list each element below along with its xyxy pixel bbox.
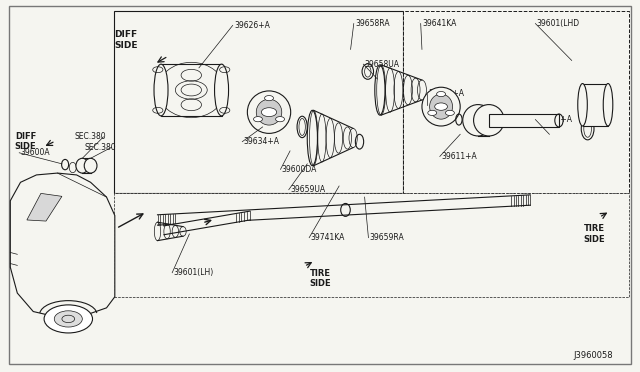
Circle shape — [276, 116, 285, 122]
Ellipse shape — [474, 105, 504, 136]
Text: DIFF
SIDE: DIFF SIDE — [15, 132, 36, 151]
Ellipse shape — [247, 91, 291, 134]
Ellipse shape — [422, 87, 460, 126]
Ellipse shape — [214, 64, 228, 116]
Text: 39634+A: 39634+A — [244, 137, 280, 146]
Text: SEC.380: SEC.380 — [75, 132, 106, 141]
Polygon shape — [114, 193, 629, 297]
Ellipse shape — [256, 99, 282, 125]
Ellipse shape — [84, 158, 97, 173]
Polygon shape — [27, 193, 62, 221]
Polygon shape — [403, 11, 629, 193]
Ellipse shape — [604, 84, 613, 126]
Circle shape — [264, 96, 273, 101]
Text: 39658RA: 39658RA — [355, 19, 390, 28]
Ellipse shape — [463, 105, 493, 136]
Bar — [489, 114, 559, 127]
Circle shape — [435, 103, 447, 110]
Text: 39659RA: 39659RA — [370, 233, 404, 242]
Polygon shape — [10, 173, 115, 316]
Bar — [161, 64, 221, 116]
Circle shape — [261, 108, 276, 116]
Text: 39600A: 39600A — [20, 148, 50, 157]
Text: 39626+A: 39626+A — [234, 21, 270, 30]
Bar — [582, 84, 608, 126]
Polygon shape — [164, 211, 250, 235]
Text: TIRE
SIDE: TIRE SIDE — [583, 224, 605, 244]
Polygon shape — [157, 195, 531, 225]
Circle shape — [253, 116, 262, 122]
Text: 39600DA: 39600DA — [282, 165, 317, 174]
Circle shape — [428, 110, 436, 115]
Text: 39601(LH): 39601(LH) — [173, 268, 214, 277]
Polygon shape — [114, 11, 403, 193]
Ellipse shape — [429, 94, 452, 119]
Circle shape — [54, 311, 83, 327]
Text: SEC.380: SEC.380 — [84, 143, 116, 152]
Text: 39634+A: 39634+A — [428, 89, 465, 98]
Circle shape — [436, 92, 445, 97]
Circle shape — [44, 305, 93, 333]
Text: 39641KA: 39641KA — [422, 19, 456, 28]
Circle shape — [445, 110, 454, 115]
Text: 39658UA: 39658UA — [365, 60, 399, 69]
Text: J3960058: J3960058 — [573, 351, 613, 360]
Ellipse shape — [581, 118, 594, 140]
Text: 39741KA: 39741KA — [310, 233, 345, 242]
Ellipse shape — [76, 158, 89, 173]
Text: TIRE
SIDE: TIRE SIDE — [309, 269, 331, 288]
Ellipse shape — [578, 84, 588, 126]
Text: 39636+A: 39636+A — [537, 115, 573, 124]
Text: DIFF
SIDE: DIFF SIDE — [114, 31, 138, 50]
Ellipse shape — [154, 64, 168, 116]
Text: 39659UA: 39659UA — [290, 185, 325, 194]
Text: 39601(LHD: 39601(LHD — [537, 19, 580, 28]
Text: 39611+A: 39611+A — [441, 152, 477, 161]
